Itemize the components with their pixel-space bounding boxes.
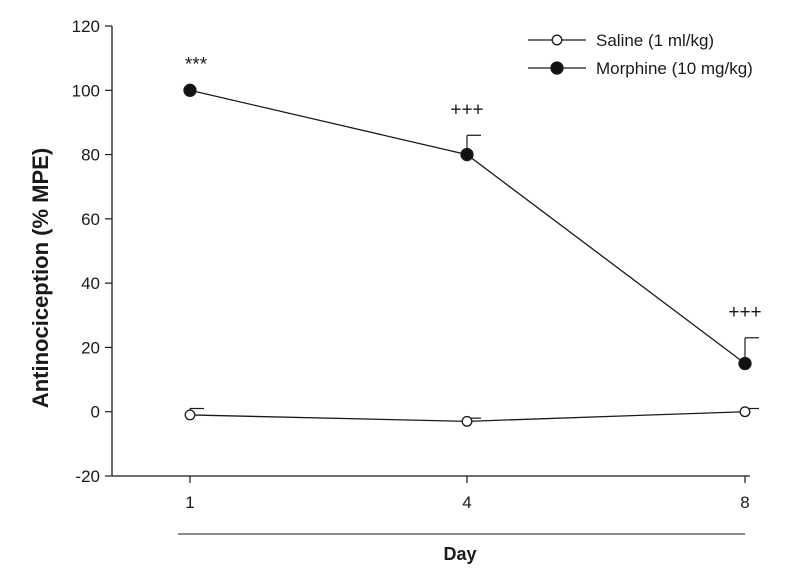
x-tick-label: 4 bbox=[462, 493, 471, 512]
y-tick-label: 100 bbox=[72, 81, 100, 100]
significance-label: *** bbox=[185, 54, 208, 75]
legend-label: Saline (1 ml/kg) bbox=[596, 31, 714, 50]
legend-item-1: Morphine (10 mg/kg) bbox=[528, 59, 753, 78]
y-tick-label: 20 bbox=[81, 338, 100, 357]
y-tick-label: 120 bbox=[72, 17, 100, 36]
legend-label: Morphine (10 mg/kg) bbox=[596, 59, 753, 78]
data-point bbox=[460, 147, 474, 162]
y-tick-label: -20 bbox=[75, 467, 100, 486]
legend: Saline (1 ml/kg) Morphine (10 mg/kg) bbox=[528, 31, 753, 78]
series-layer bbox=[183, 83, 759, 427]
series-1 bbox=[183, 83, 759, 371]
y-tick-label: 60 bbox=[81, 210, 100, 229]
significance-label: +++ bbox=[728, 302, 761, 323]
legend-marker bbox=[550, 61, 564, 75]
y-tick-label: 40 bbox=[81, 274, 100, 293]
y-axis-title: Antinociception (% MPE) bbox=[28, 148, 53, 408]
data-point bbox=[739, 406, 751, 418]
x-tick-label: 8 bbox=[740, 493, 749, 512]
annotations: *** +++ +++ bbox=[185, 54, 762, 323]
data-point bbox=[183, 83, 197, 97]
y-tick-label: 0 bbox=[91, 403, 100, 422]
series-line bbox=[189, 89, 746, 365]
legend-marker bbox=[551, 34, 563, 46]
axes bbox=[111, 26, 750, 535]
x-tick-label: 1 bbox=[185, 493, 194, 512]
data-point bbox=[184, 409, 196, 421]
data-point bbox=[738, 356, 752, 371]
y-tick-label: 80 bbox=[81, 146, 100, 165]
series-0 bbox=[184, 406, 759, 427]
ticks: -20 0 20 40 60 80 100 120 1 4 8 bbox=[72, 17, 750, 512]
significance-label: +++ bbox=[450, 99, 483, 120]
x-axis-title: Day bbox=[443, 544, 476, 564]
data-point bbox=[461, 415, 473, 427]
legend-item-0: Saline (1 ml/kg) bbox=[528, 31, 714, 50]
